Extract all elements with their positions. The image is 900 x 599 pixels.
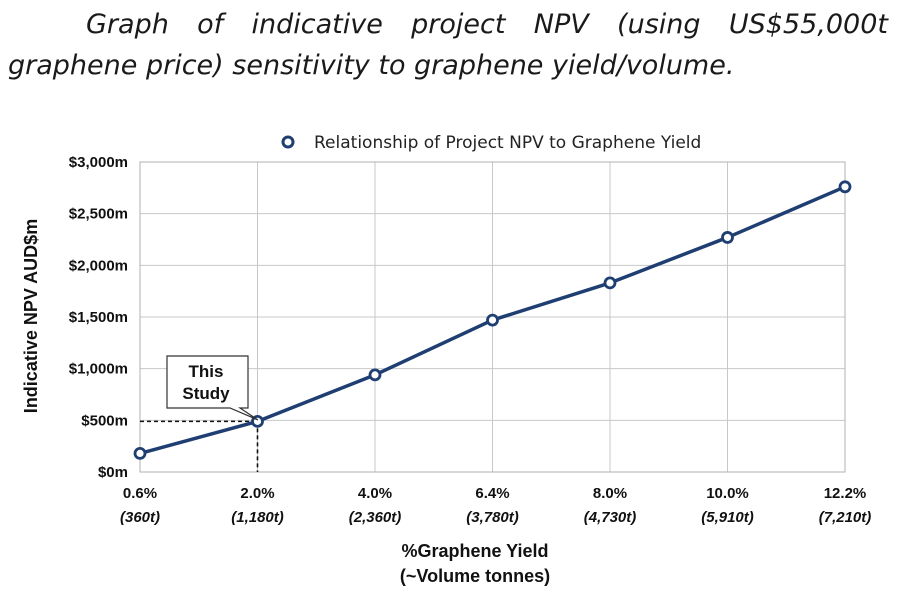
- x-tick-sublabel: (2,360t): [349, 509, 402, 526]
- x-tick-label: 8.0%: [593, 485, 627, 502]
- y-tick-label: $1,500m: [69, 309, 128, 326]
- legend-label: Relationship of Project NPV to Graphene …: [314, 133, 701, 153]
- x-tick-label: 0.6%: [123, 485, 157, 502]
- x-tick-label: 2.0%: [240, 485, 274, 502]
- caption-line-2: price) sensitivity to graphene yield/vol…: [145, 50, 735, 81]
- reference-lines: [140, 420, 259, 472]
- y-tick-label: $2,000m: [69, 257, 128, 274]
- callout-box: [166, 355, 259, 421]
- y-tick-label: $1,000m: [69, 361, 128, 378]
- x-tick-label: 4.0%: [358, 485, 392, 502]
- callout-line-2: Study: [182, 384, 230, 403]
- x-tick-sublabel: (1,180t): [231, 509, 284, 526]
- chart-caption: Graph of indicative project NPV (using U…: [8, 4, 888, 86]
- x-tick-sublabel: (360t): [120, 509, 160, 526]
- x-axis-label-line-2: (~Volume tonnes): [400, 566, 550, 586]
- data-point-marker: [838, 180, 852, 194]
- x-tick-label: 6.4%: [475, 485, 509, 502]
- x-tick-sublabel: (4,730t): [584, 509, 637, 526]
- axis-layer: $0m $500m $1,000m $1,500m $2,000m $2,500m $3,0…: [69, 154, 871, 526]
- x-tick-sublabel: (7,210t): [819, 509, 872, 526]
- legend: Relationship of Project NPV to Graphene …: [281, 133, 701, 153]
- data-point-marker: [721, 231, 734, 244]
- x-tick-label: 12.2%: [824, 485, 867, 502]
- data-point-marker: [368, 368, 382, 382]
- y-tick-label: $500m: [81, 412, 128, 429]
- data-point-marker: [133, 446, 147, 460]
- y-axis-label: Indicative NPV AUD$m: [21, 219, 41, 413]
- y-tick-label: $0m: [98, 464, 128, 481]
- this-study-callout: This Study: [166, 355, 259, 421]
- callout-line-1: This: [189, 362, 224, 381]
- x-tick-label: 10.0%: [706, 485, 749, 502]
- series-layer: [133, 180, 852, 460]
- data-point-marker: [603, 276, 617, 290]
- x-axis-label-line-1: %Graphene Yield: [401, 541, 548, 561]
- caption-line-1: Graph of indicative project NPV (using U…: [8, 9, 888, 81]
- data-point-marker: [486, 313, 499, 327]
- y-tick-label: $2,500m: [69, 206, 128, 223]
- y-tick-label: $3,000m: [69, 154, 128, 171]
- plot-border: [139, 161, 846, 473]
- x-tick-sublabel: (3,780t): [466, 509, 519, 526]
- legend-marker: [281, 135, 295, 149]
- x-tick-sublabel: (5,910t): [701, 509, 754, 526]
